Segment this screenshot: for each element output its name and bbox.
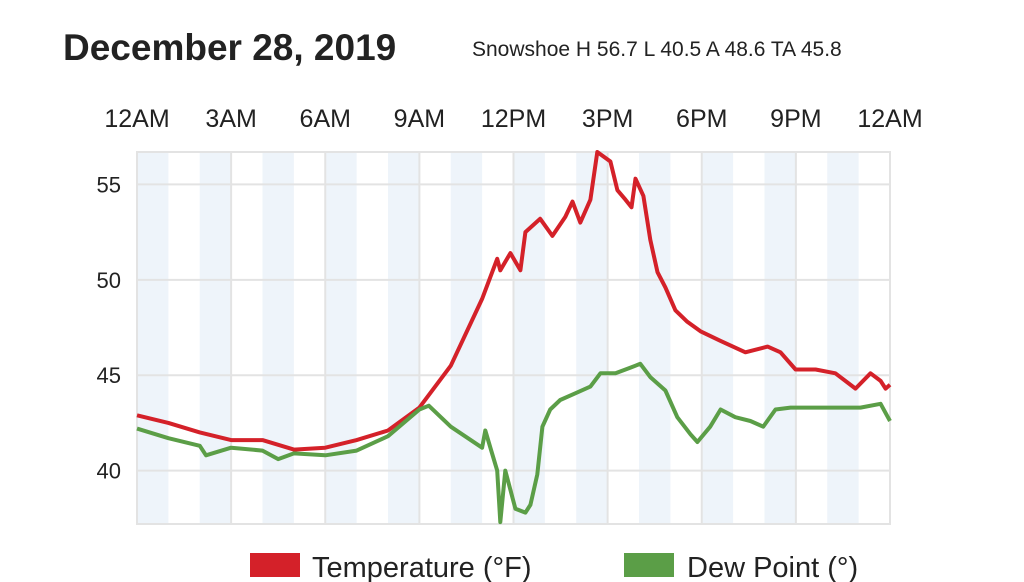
chart-title: December 28, 2019 xyxy=(63,27,396,68)
chart-subtitle: Snowshoe H 56.7 L 40.5 A 48.6 TA 45.8 xyxy=(472,38,842,61)
legend-swatch-temperature xyxy=(250,553,300,577)
hour-stripes xyxy=(137,152,859,524)
y-axis-ticks: 40 45 50 55 xyxy=(97,172,121,483)
dew-point-line xyxy=(136,361,892,525)
y-tick-label: 40 xyxy=(97,459,121,484)
x-tick-label: 3AM xyxy=(205,105,256,133)
legend-label-temperature: Temperature (°F) xyxy=(312,552,531,582)
x-tick-label: 6PM xyxy=(676,105,727,133)
hour-stripe xyxy=(137,152,169,524)
hour-stripe xyxy=(450,152,483,524)
x-tick-label: 12AM xyxy=(857,105,922,133)
legend-item-temperature[interactable]: Temperature (°F) xyxy=(250,552,531,582)
legend: Temperature (°F) Dew Point (°) xyxy=(250,552,858,582)
series-lines xyxy=(136,150,892,525)
hour-stripe xyxy=(388,152,420,524)
x-axis-ticks: 12AM 3AM 6AM 9AM 12PM 3PM 6PM 9PM 12AM xyxy=(104,105,922,133)
x-tick-label: 12PM xyxy=(481,105,546,133)
x-tick-label: 9AM xyxy=(394,105,445,133)
hour-stripe xyxy=(576,152,608,524)
hour-stripe xyxy=(827,152,859,524)
x-tick-label: 6AM xyxy=(300,105,351,133)
x-tick-label: 3PM xyxy=(582,105,633,133)
hour-stripe xyxy=(513,152,545,524)
legend-item-dew-point[interactable]: Dew Point (°) xyxy=(624,552,858,582)
hour-stripe xyxy=(325,152,357,524)
hour-stripe xyxy=(199,152,232,524)
gridlines xyxy=(136,151,891,525)
x-tick-label: 9PM xyxy=(770,105,821,133)
y-tick-label: 55 xyxy=(97,172,121,197)
x-tick-label: 12AM xyxy=(104,105,169,133)
hour-stripe xyxy=(262,152,294,524)
y-tick-label: 45 xyxy=(97,363,121,388)
y-tick-label: 50 xyxy=(97,268,121,293)
hour-stripe xyxy=(764,152,796,524)
temperature-line xyxy=(136,150,892,452)
legend-label-dew-point: Dew Point (°) xyxy=(687,552,858,582)
legend-swatch-dew-point xyxy=(624,553,674,577)
